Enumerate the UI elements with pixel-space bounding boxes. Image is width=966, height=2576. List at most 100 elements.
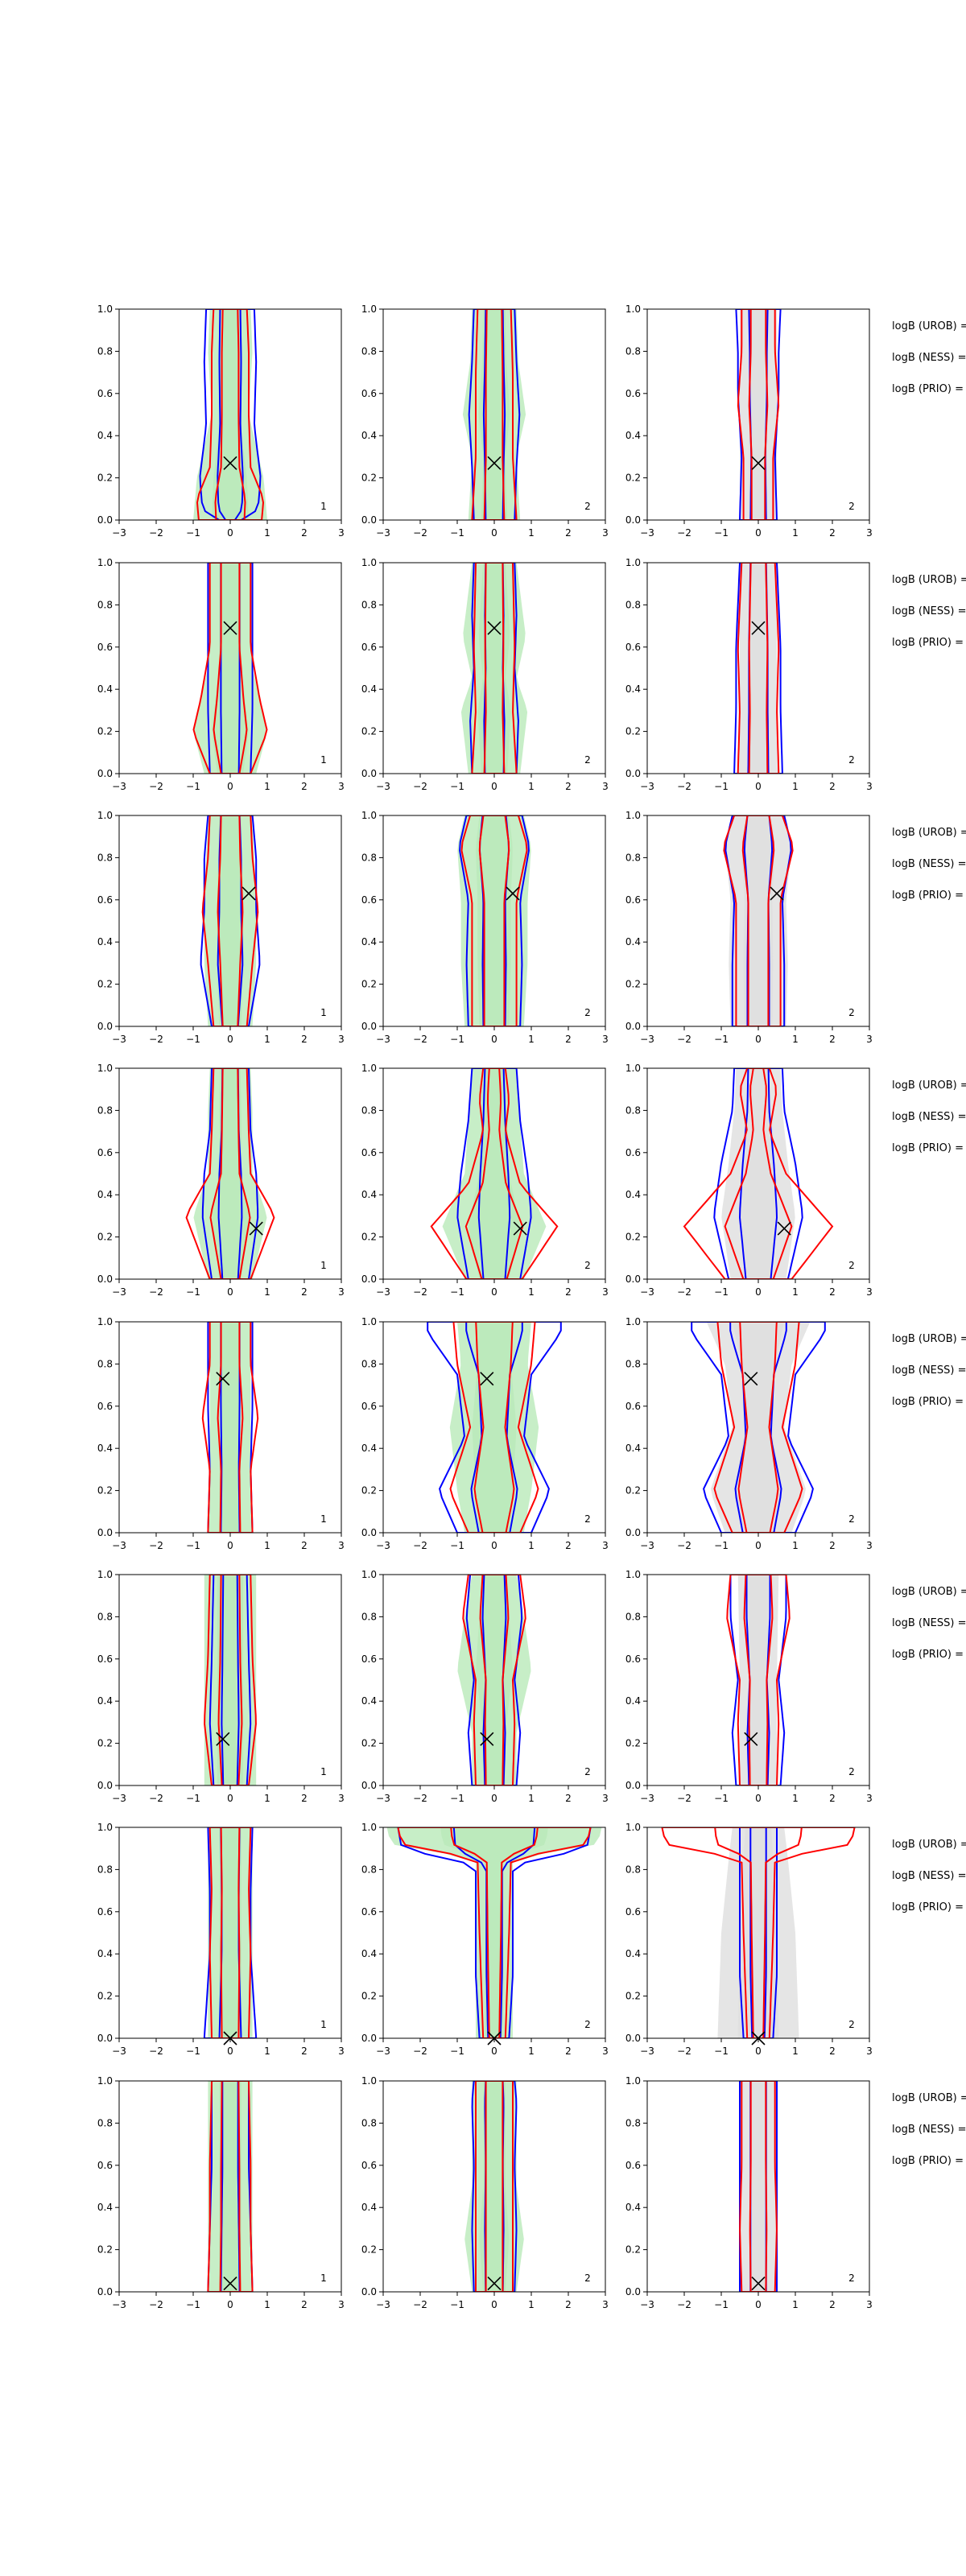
y-tick-label: 1.0 (97, 1063, 113, 1074)
y-tick-label: 0.8 (361, 345, 377, 357)
y-tick-label: 0.8 (625, 599, 641, 610)
y-tick-label: 0.0 (625, 768, 641, 779)
x-tick-label: −1 (714, 781, 729, 792)
red-contour-inner (217, 1575, 243, 1785)
x-tick-label: −2 (149, 1793, 163, 1804)
y-tick-label: 0.4 (361, 1695, 377, 1707)
x-tick-label: 3 (338, 2299, 345, 2310)
filled-density-core (219, 1322, 242, 1533)
x-tick-label: 0 (227, 1793, 233, 1804)
x-tick-label: 3 (338, 1540, 345, 1551)
blue-contour-inner (738, 1068, 778, 1279)
y-tick-label: 0.2 (361, 473, 377, 484)
y-tick-label: 0.0 (625, 2033, 641, 2044)
x-tick-label: 2 (301, 781, 308, 792)
y-tick-label: 0.2 (625, 726, 641, 737)
x-marker-stroke (751, 456, 766, 470)
blue-contour-inner (221, 1575, 240, 1785)
x-tick-label: −2 (149, 527, 163, 539)
y-tick-label: 1.0 (97, 2075, 113, 2087)
blue-contour-outer (713, 1068, 803, 1279)
red-contour-outer (207, 2081, 254, 2292)
red-contour-inner (213, 563, 248, 774)
filled-density-core (741, 815, 775, 1026)
y-tick-label: 1.0 (625, 2075, 641, 2087)
x-marker-stroke (487, 456, 502, 470)
y-tick-label: 0.0 (97, 1021, 113, 1032)
y-tick-label: 0.2 (361, 1485, 377, 1496)
x-tick-label: 1 (528, 1034, 535, 1045)
panel-contours (723, 815, 794, 1026)
x-tick-label: 2 (301, 1286, 308, 1298)
filled-density-core (479, 2081, 510, 2292)
x-tick-label: 1 (528, 1540, 535, 1551)
y-tick-label: 0.8 (97, 345, 113, 357)
blue-contour-outer (456, 1068, 532, 1279)
blue-contour-inner (483, 563, 506, 774)
panel-r8-c2: −3 −2 −1 0 1 2 3 0.0 0.2 0.4 0.6 0.8 1.0 2 (361, 2075, 609, 2310)
x-tick-label: −2 (413, 527, 427, 539)
y-tick-label: 0.8 (361, 1104, 377, 1116)
y-tick-label: 0.6 (361, 894, 377, 906)
panel-contours (464, 2081, 524, 2292)
x-tick-label: −3 (376, 1286, 390, 1298)
x-tick-label: 3 (602, 527, 609, 539)
x-tick-label: −3 (640, 1793, 654, 1804)
x-tick-label: 0 (227, 1540, 233, 1551)
y-tick-label: 0.2 (361, 1232, 377, 1243)
panel-r7-c3: −3 −2 −1 0 1 2 3 0.0 0.2 0.4 0.6 0.8 1.0 2 (625, 1822, 873, 2057)
x-tick-label: 3 (866, 1286, 873, 1298)
red-contour-outer (726, 1575, 791, 1785)
x-tick-label: −2 (149, 1286, 163, 1298)
panel-r4-c1: −3 −2 −1 0 1 2 3 0.0 0.2 0.4 0.6 0.8 1.0 1 (97, 1063, 345, 1298)
y-tick-label: 0.4 (625, 430, 641, 441)
red-contour-inner (220, 1827, 241, 2038)
y-tick-label: 0.0 (361, 1021, 377, 1032)
y-tick-label: 0.8 (625, 1864, 641, 1875)
panel-index-label: 2 (584, 1007, 591, 1018)
panel-contours (457, 1575, 531, 1785)
x-tick-label: 1 (264, 2299, 270, 2310)
red-contour-outer (204, 1575, 257, 1785)
y-tick-label: 1.0 (361, 1063, 377, 1074)
x-tick-label: −3 (640, 1034, 654, 1045)
blue-contour-outer (733, 563, 783, 774)
logb-label: logB (UROB) = (892, 1333, 966, 1345)
blue-contour-inner (749, 1827, 767, 2038)
panel-contours (691, 1322, 826, 1533)
blue-contour-outer (724, 815, 792, 1026)
y-tick-label: 0.4 (361, 1948, 377, 1959)
blue-contour-inner (477, 1068, 511, 1279)
x-tick-label: −3 (376, 527, 390, 539)
x-tick-label: −2 (149, 1034, 163, 1045)
panel-r7-c1: −3 −2 −1 0 1 2 3 0.0 0.2 0.4 0.6 0.8 1.0 1 (97, 1822, 345, 2057)
panel-index-label: 1 (320, 1766, 327, 1777)
blue-contour-inner (217, 309, 244, 520)
y-tick-label: 0.6 (97, 642, 113, 653)
x-tick-label: −3 (376, 1540, 390, 1551)
y-tick-label: 0.0 (361, 1780, 377, 1791)
blue-contour-outer (729, 1575, 787, 1785)
x-marker-stroke (223, 621, 237, 635)
y-tick-label: 0.2 (361, 1991, 377, 2002)
x-tick-label: −1 (450, 527, 464, 539)
x-tick-label: 0 (491, 2299, 497, 2310)
panel-r6-c3: −3 −2 −1 0 1 2 3 0.0 0.2 0.4 0.6 0.8 1.0 2 (625, 1569, 873, 1804)
y-tick-label: 0.0 (361, 2286, 377, 2297)
x-tick-label: 2 (829, 1034, 836, 1045)
x-tick-label: 2 (565, 1793, 572, 1804)
y-tick-label: 0.2 (625, 1232, 641, 1243)
red-contour-outer (723, 815, 794, 1026)
x-tick-label: 1 (528, 1793, 535, 1804)
panel-index-label: 1 (320, 501, 327, 512)
x-marker-stroke (770, 886, 784, 901)
panel-index-label: 1 (320, 2019, 327, 2030)
panel-index-label: 2 (848, 1007, 855, 1018)
x-tick-label: −1 (186, 781, 200, 792)
x-tick-label: 3 (602, 1286, 609, 1298)
x-tick-label: −3 (640, 1540, 654, 1551)
logb-label: logB (NESS) = (892, 605, 966, 617)
x-tick-label: −3 (376, 1793, 390, 1804)
x-tick-label: 2 (829, 527, 836, 539)
y-tick-label: 0.8 (97, 1358, 113, 1369)
